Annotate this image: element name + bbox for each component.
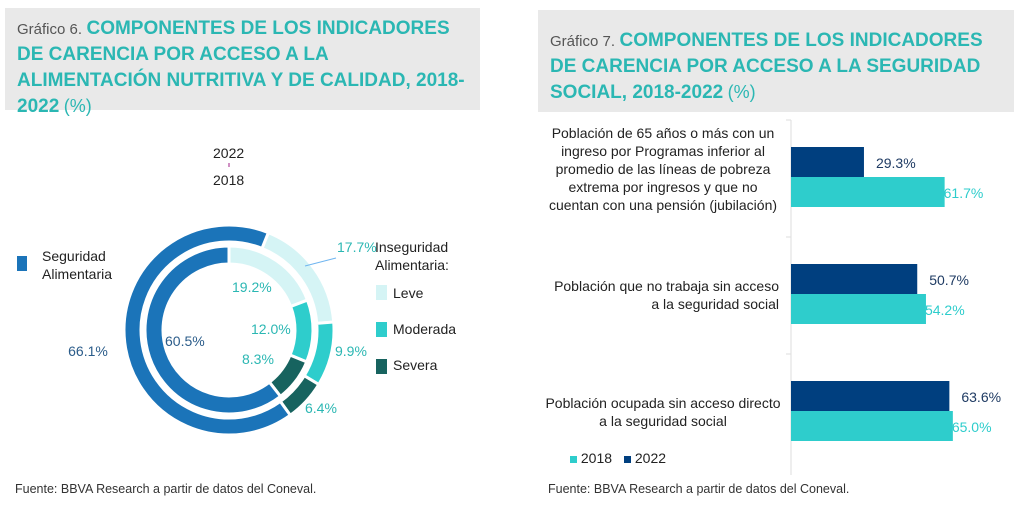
- legend-swatch-leve: [376, 285, 387, 300]
- bar-label-2018-3: 65.0%: [952, 419, 992, 435]
- outer-slice-seguridad: [122, 223, 293, 437]
- bar-2022-2: [791, 264, 918, 294]
- figure-label: Gráfico 6.: [17, 21, 83, 38]
- chart7-header: Gráfico 7. COMPONENTES DE LOS INDICADORE…: [538, 10, 1014, 112]
- bar-label-2018-2: 54.2%: [925, 302, 965, 318]
- label-2022-seguridad: 66.1%: [68, 343, 108, 359]
- bar-2018-2: [791, 294, 926, 324]
- legend-label: 2022: [634, 450, 667, 466]
- source-note-left: Fuente: BBVA Research a partir de datos …: [15, 482, 317, 496]
- inner-slice-seguridad: [143, 244, 283, 416]
- chart-title: COMPONENTES DE LOS INDICADORES DE CARENC…: [550, 30, 983, 103]
- bar-2018-1: [791, 177, 945, 207]
- bar-label-2022-2: 50.7%: [929, 272, 969, 288]
- label-2018-moderada: 12.0%: [251, 321, 291, 337]
- bar-2022-3: [791, 381, 950, 411]
- legend-2022: 2022: [624, 450, 666, 466]
- label-2022-leve: 17.7%: [337, 239, 377, 255]
- legend-severa: Severa: [393, 357, 438, 373]
- legend-seguridad: Seguridad Alimentaria: [42, 248, 113, 282]
- bar-label-2018-1: 61.7%: [944, 185, 984, 201]
- label-2018-seguridad: 60.5%: [165, 333, 205, 349]
- legend-2018: 2018: [570, 450, 612, 466]
- ring-label-inner: 2018: [213, 172, 245, 188]
- legend-group-title: Inseguridad Alimentaria:: [375, 239, 449, 273]
- source-note-right: Fuente: BBVA Research a partir de datos …: [548, 482, 850, 496]
- label-2022-moderada: 9.9%: [335, 343, 367, 359]
- legend-label: 2018: [580, 450, 613, 466]
- bar-label-2022-1: 29.3%: [876, 155, 916, 171]
- legend-swatch-moderada: [376, 322, 387, 337]
- bar-2018-3: [791, 411, 953, 441]
- unit: (%): [727, 82, 756, 102]
- legend-swatch-seguridad: [17, 256, 27, 271]
- category-label-2: Población que no trabaja sin acceso a la…: [554, 278, 779, 312]
- chart-title: COMPONENTES DE LOS INDICADORES DE CARENC…: [17, 18, 465, 117]
- legend-leve: Leve: [393, 285, 424, 301]
- unit: (%): [63, 96, 92, 116]
- leader-line: [304, 257, 337, 267]
- legend-swatch: [570, 456, 577, 463]
- figure-label: Gráfico 7.: [550, 33, 616, 50]
- legend-moderada: Moderada: [393, 321, 457, 337]
- label-2022-severa: 6.4%: [305, 400, 337, 416]
- inner-slice-moderada: [288, 298, 315, 364]
- bar-2022-1: [791, 147, 864, 177]
- chart6-header: Gráfico 6. COMPONENTES DE LOS INDICADORE…: [5, 8, 480, 117]
- label-2018-leve: 19.2%: [232, 279, 272, 295]
- category-label-1: Población de 65 años o más con un ingres…: [548, 125, 778, 213]
- ring-label-outer: 2022: [213, 145, 245, 161]
- category-label-3: Población ocupada sin acceso directo a l…: [545, 395, 781, 429]
- bar-label-2022-3: 63.6%: [961, 389, 1001, 405]
- legend-swatch-severa: [376, 359, 387, 374]
- legend-swatch: [624, 456, 631, 463]
- label-2018-severa: 8.3%: [242, 351, 274, 367]
